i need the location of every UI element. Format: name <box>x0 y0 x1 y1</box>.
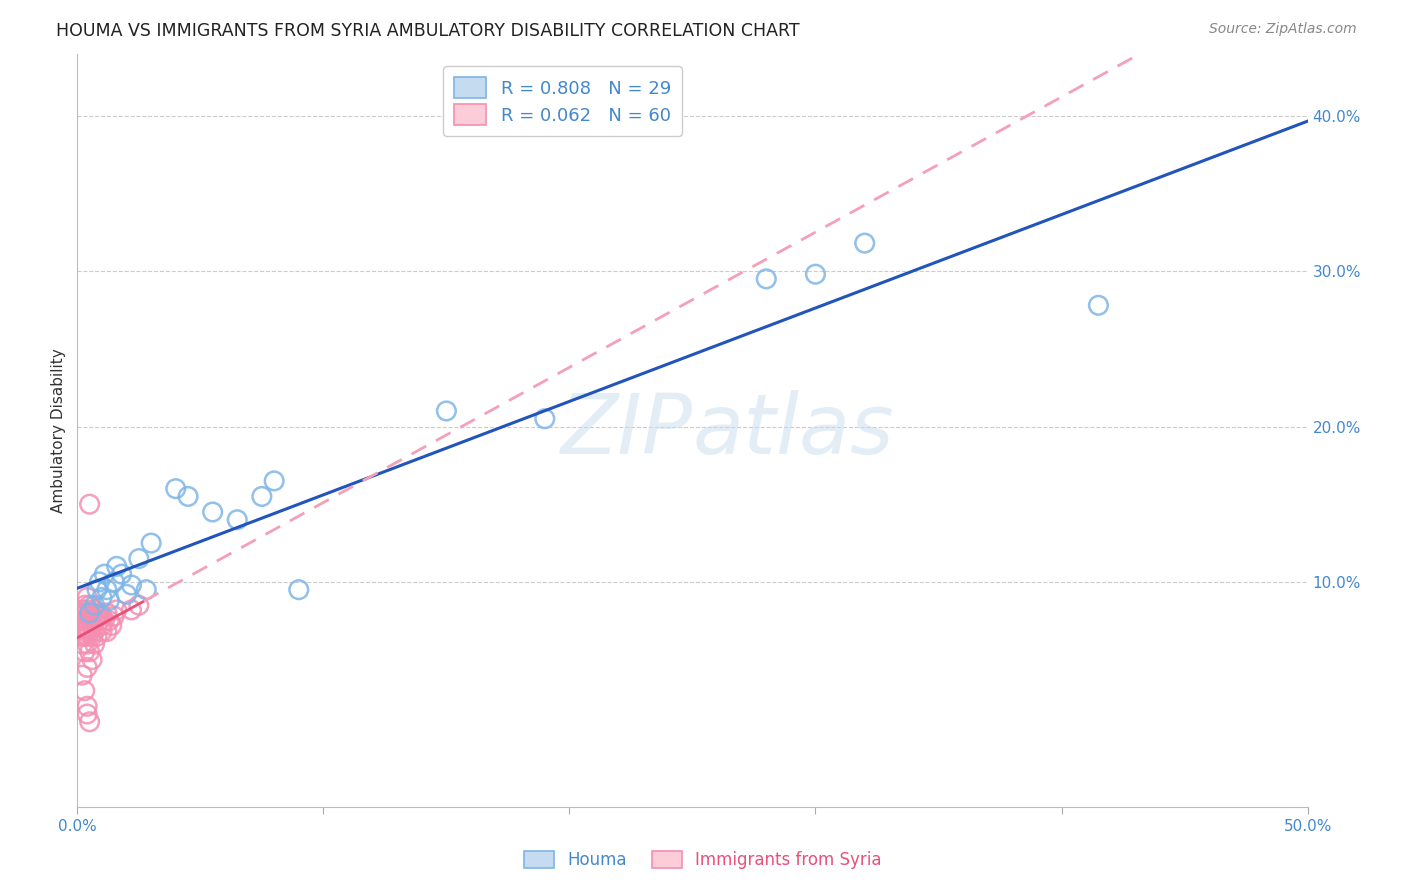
Point <box>70 622 93 636</box>
Point <box>141 536 163 550</box>
Point <box>73 683 96 698</box>
Point <box>73 645 96 659</box>
Point <box>534 411 557 425</box>
Point <box>83 614 105 628</box>
Point <box>83 624 105 639</box>
Point <box>96 624 118 639</box>
Point <box>96 606 118 620</box>
Point <box>70 609 93 624</box>
Point <box>70 629 93 643</box>
Point <box>804 267 827 281</box>
Point <box>79 497 101 511</box>
Point <box>103 574 125 589</box>
Legend: R = 0.808   N = 29, R = 0.062   N = 60: R = 0.808 N = 29, R = 0.062 N = 60 <box>443 66 682 136</box>
Point <box>73 599 96 613</box>
Point <box>98 593 121 607</box>
Point <box>76 609 98 624</box>
Point <box>111 567 132 582</box>
Point <box>86 629 108 643</box>
Point <box>90 624 114 639</box>
Point <box>82 652 104 666</box>
Point <box>90 618 114 632</box>
Point <box>121 578 143 592</box>
Point <box>73 618 96 632</box>
Point <box>73 624 96 639</box>
Point <box>853 236 876 251</box>
Point <box>89 606 111 620</box>
Point <box>76 637 98 651</box>
Point <box>288 582 311 597</box>
Point <box>226 513 249 527</box>
Point <box>82 618 104 632</box>
Point <box>79 609 101 624</box>
Point <box>82 609 104 624</box>
Point <box>73 629 96 643</box>
Point <box>76 591 98 605</box>
Point <box>89 614 111 628</box>
Point <box>83 603 105 617</box>
Point <box>82 629 104 643</box>
Point <box>90 591 114 605</box>
Point <box>93 567 115 582</box>
Text: ZIP: ZIP <box>561 390 693 471</box>
Point <box>90 609 114 624</box>
Text: atlas: atlas <box>693 390 894 471</box>
Point <box>98 614 121 628</box>
Text: Source: ZipAtlas.com: Source: ZipAtlas.com <box>1209 22 1357 37</box>
Point <box>86 582 108 597</box>
Point <box>79 614 101 628</box>
Point <box>165 482 187 496</box>
Y-axis label: Ambulatory Disability: Ambulatory Disability <box>51 348 66 513</box>
Point <box>79 624 101 639</box>
Point <box>436 404 458 418</box>
Point <box>76 603 98 617</box>
Point <box>177 490 200 504</box>
Point <box>1087 298 1109 312</box>
Point <box>96 582 118 597</box>
Point <box>115 587 138 601</box>
Point <box>263 474 285 488</box>
Text: HOUMA VS IMMIGRANTS FROM SYRIA AMBULATORY DISABILITY CORRELATION CHART: HOUMA VS IMMIGRANTS FROM SYRIA AMBULATOR… <box>56 22 800 40</box>
Point <box>79 714 101 729</box>
Point <box>755 272 778 286</box>
Point <box>79 645 101 659</box>
Legend: Houma, Immigrants from Syria: Houma, Immigrants from Syria <box>515 841 891 880</box>
Point <box>105 603 128 617</box>
Point <box>70 668 93 682</box>
Point <box>73 614 96 628</box>
Point <box>83 637 105 651</box>
Point <box>82 622 104 636</box>
Point <box>86 618 108 632</box>
Point <box>70 637 93 651</box>
Point <box>128 551 150 566</box>
Point <box>73 606 96 620</box>
Point <box>76 699 98 714</box>
Point <box>101 618 124 632</box>
Point <box>250 490 273 504</box>
Point <box>83 599 105 613</box>
Point <box>69 614 91 628</box>
Point <box>201 505 224 519</box>
Point <box>76 706 98 721</box>
Point <box>76 629 98 643</box>
Point <box>76 622 98 636</box>
Point <box>82 606 104 620</box>
Point <box>86 609 108 624</box>
Point <box>69 606 91 620</box>
Point <box>76 660 98 674</box>
Point <box>70 603 93 617</box>
Point <box>89 574 111 589</box>
Point <box>103 609 125 624</box>
Point <box>105 559 128 574</box>
Point <box>135 582 157 597</box>
Point <box>128 599 150 613</box>
Point <box>69 622 91 636</box>
Point <box>79 606 101 620</box>
Point <box>79 599 101 613</box>
Point <box>121 603 143 617</box>
Point <box>93 614 115 628</box>
